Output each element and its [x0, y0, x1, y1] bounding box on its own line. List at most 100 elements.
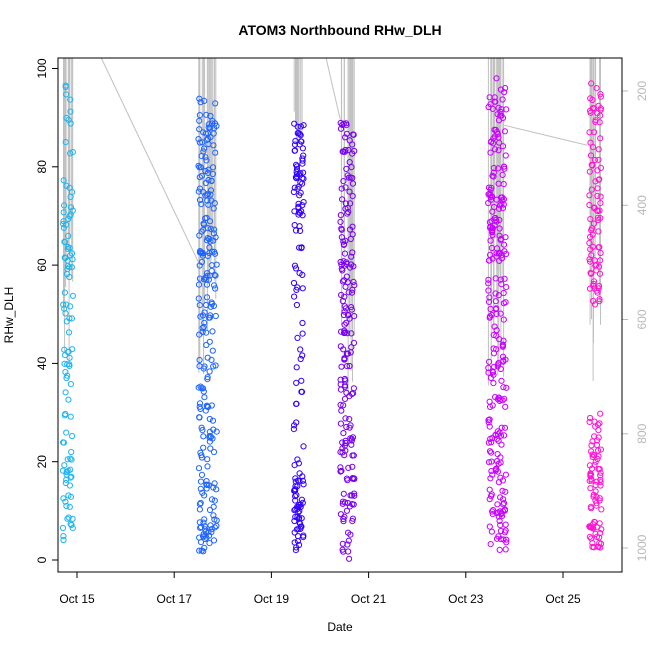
data-point	[497, 396, 504, 403]
data-point	[487, 541, 494, 548]
data-point	[596, 244, 603, 251]
data-point	[495, 437, 502, 444]
data-point	[63, 476, 70, 483]
pressure-connector	[100, 57, 199, 263]
data-point	[209, 347, 216, 354]
data-point	[348, 344, 355, 351]
data-point	[592, 530, 599, 538]
data-point	[349, 193, 356, 200]
data-point	[597, 193, 604, 200]
data-point	[297, 132, 304, 139]
data-point	[496, 232, 503, 239]
data-point	[488, 528, 495, 535]
data-point	[69, 346, 76, 353]
data-point	[298, 244, 305, 252]
data-point	[210, 503, 217, 510]
data-point	[497, 86, 504, 93]
data-point	[487, 194, 494, 201]
y-tick-label: 100	[35, 58, 49, 78]
data-point	[338, 185, 345, 192]
data-point	[68, 315, 76, 322]
data-point	[342, 415, 349, 422]
data-point	[346, 503, 353, 510]
data-point	[497, 310, 504, 317]
data-point	[213, 428, 220, 435]
data-point	[349, 174, 356, 182]
data-point	[296, 508, 303, 515]
data-point	[198, 424, 205, 431]
data-point	[206, 338, 213, 345]
data-point	[203, 157, 210, 164]
data-point	[596, 296, 603, 303]
data-point	[337, 376, 344, 383]
pressure-trace	[63, 57, 601, 394]
y-tick-label: 20	[35, 455, 49, 469]
y-tick-label: 0	[35, 556, 49, 563]
data-point	[204, 463, 211, 470]
data-point	[595, 466, 602, 473]
data-point	[342, 439, 349, 447]
data-point	[203, 329, 210, 336]
data-point	[346, 424, 353, 431]
data-point	[213, 261, 220, 268]
data-point	[496, 139, 503, 146]
data-point	[485, 459, 493, 466]
data-point	[345, 289, 352, 296]
data-point	[61, 289, 69, 296]
data-point	[488, 449, 495, 456]
data-point	[350, 131, 357, 138]
data-point	[64, 515, 71, 522]
data-point	[196, 414, 203, 421]
data-point	[588, 227, 595, 234]
data-point	[64, 372, 71, 379]
data-point	[207, 187, 215, 194]
data-point	[298, 208, 305, 215]
data-point	[211, 250, 219, 257]
data-point	[297, 170, 304, 177]
data-point	[196, 501, 203, 508]
data-point	[294, 456, 301, 463]
data-point	[597, 530, 604, 537]
data-point	[339, 445, 346, 452]
data-point	[197, 449, 204, 456]
data-point	[293, 301, 300, 309]
data-point	[340, 515, 347, 523]
data-point	[196, 262, 203, 269]
data-point	[589, 438, 596, 445]
data-point	[290, 279, 298, 287]
data-point	[212, 312, 219, 320]
data-point	[337, 381, 344, 388]
data-point	[196, 139, 203, 146]
data-point	[69, 149, 76, 156]
data-point	[346, 555, 353, 562]
data-point	[587, 216, 594, 223]
data-point	[196, 117, 203, 124]
data-point	[503, 384, 510, 391]
secondary-tick-label: 400	[635, 195, 649, 215]
data-point	[497, 365, 504, 373]
data-point	[498, 200, 505, 207]
data-point	[587, 246, 594, 253]
y-tick-label: 60	[35, 258, 49, 272]
data-point	[195, 295, 202, 302]
data-point	[67, 455, 74, 462]
data-point	[68, 448, 75, 456]
data-point	[203, 214, 210, 221]
data-point	[503, 284, 510, 291]
data-point	[595, 285, 602, 292]
data-point	[211, 497, 218, 504]
data-point	[64, 456, 71, 463]
data-point	[207, 112, 214, 120]
data-point	[64, 361, 71, 368]
secondary-tick-label: 1000	[635, 534, 649, 561]
data-point	[500, 384, 507, 391]
data-point	[502, 152, 509, 159]
data-point	[206, 218, 214, 225]
data-point	[200, 323, 207, 330]
data-point	[68, 456, 75, 463]
data-point	[209, 328, 216, 335]
data-point	[300, 443, 307, 450]
data-point	[347, 264, 354, 271]
data-point	[494, 431, 502, 438]
data-point	[291, 184, 298, 191]
